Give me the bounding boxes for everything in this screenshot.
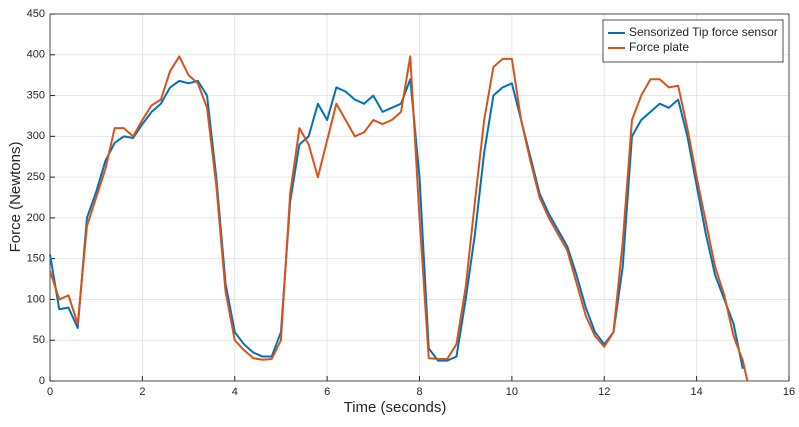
x-tick-label: 4 xyxy=(232,386,238,398)
x-tick-label: 2 xyxy=(139,386,145,398)
legend-label: Force plate xyxy=(629,40,689,54)
y-tick-label: 400 xyxy=(27,49,45,61)
series-line xyxy=(49,78,744,369)
y-tick-label: 50 xyxy=(33,334,45,346)
y-tick-label: 300 xyxy=(27,130,45,142)
x-tick-label: 12 xyxy=(598,386,610,398)
legend-label: Sensorized Tip force sensor xyxy=(629,25,778,39)
legend-box xyxy=(602,19,784,63)
x-axis-label: Time (seconds) xyxy=(344,399,447,416)
series-line xyxy=(49,55,749,382)
y-tick-label: 150 xyxy=(27,253,45,265)
y-tick-label: 250 xyxy=(27,171,45,183)
x-tick-label: 8 xyxy=(416,386,422,398)
y-tick-label: 450 xyxy=(27,8,45,20)
y-tick-label: 200 xyxy=(27,212,45,224)
x-tick-label: 10 xyxy=(506,386,518,398)
axes-box xyxy=(49,13,790,382)
x-tick-label: 6 xyxy=(324,386,330,398)
y-tick-label: 0 xyxy=(39,375,45,387)
y-tick-label: 100 xyxy=(27,293,45,305)
y-axis-label: Force (Newtons) xyxy=(7,142,24,253)
x-tick-label: 0 xyxy=(47,386,53,398)
y-tick-label: 350 xyxy=(27,89,45,101)
x-tick-label: 14 xyxy=(691,386,703,398)
x-tick-label: 16 xyxy=(783,386,795,398)
